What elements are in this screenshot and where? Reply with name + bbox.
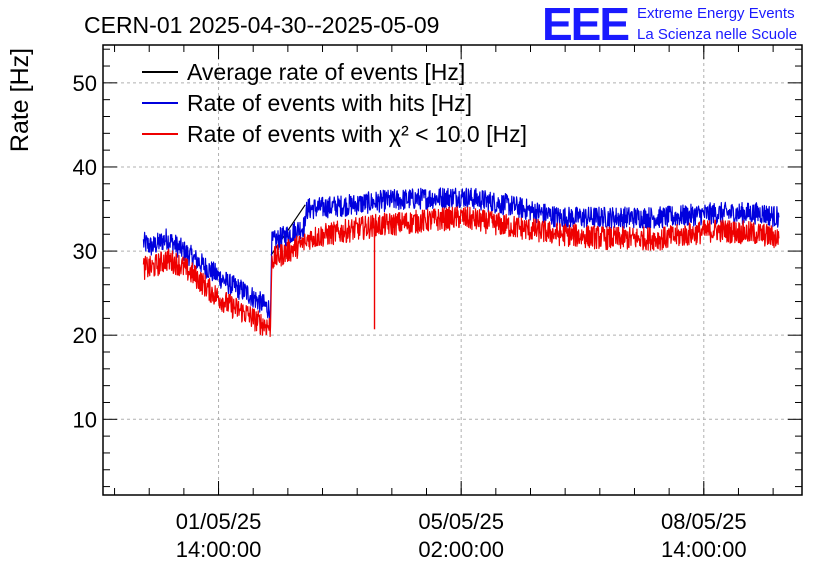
legend: Average rate of events [Hz] Rate of even… xyxy=(142,59,527,147)
eee-logo: EEE Extreme Energy Events La Scienza nel… xyxy=(542,0,797,50)
logo-line2: La Scienza nelle Scuole xyxy=(637,26,797,43)
ticks-layer xyxy=(103,45,802,495)
chart-title: CERN-01 2025-04-30--2025-05-09 xyxy=(84,12,439,38)
series-line-2 xyxy=(142,206,780,338)
series-line-0 xyxy=(270,204,306,256)
series-layer xyxy=(142,187,780,338)
logo-mark: EEE xyxy=(542,0,628,50)
x-tick-label-time: 02:00:00 xyxy=(418,537,504,562)
y-tick-label: 50 xyxy=(73,71,97,96)
x-tick-label-date: 05/05/25 xyxy=(418,509,504,534)
x-tick-label-date: 01/05/25 xyxy=(176,509,262,534)
y-tick-label: 10 xyxy=(73,407,97,432)
y-tick-label: 20 xyxy=(73,323,97,348)
grid-layer xyxy=(103,45,802,495)
x-tick-label-time: 14:00:00 xyxy=(176,537,262,562)
x-tick-label-date: 08/05/25 xyxy=(661,509,747,534)
y-tick-label: 30 xyxy=(73,239,97,264)
y-tick-label: 40 xyxy=(73,155,97,180)
x-tick-labels: 01/05/25 14:00:00 05/05/25 02:00:00 08/05/25… xyxy=(176,509,747,562)
x-tick-label-time: 14:00:00 xyxy=(661,537,747,562)
legend-label-chi2: Rate of events with χ² < 10.0 [Hz] xyxy=(187,121,527,147)
legend-label-hits: Rate of events with hits [Hz] xyxy=(187,90,472,116)
legend-label-average: Average rate of events [Hz] xyxy=(187,59,465,85)
plot-frame xyxy=(102,44,803,496)
y-tick-labels: 10 20 30 40 50 xyxy=(73,71,97,432)
y-axis-label: Rate [Hz] xyxy=(6,48,34,152)
logo-line1: Extreme Energy Events xyxy=(637,5,795,22)
series-line-1 xyxy=(142,187,780,321)
